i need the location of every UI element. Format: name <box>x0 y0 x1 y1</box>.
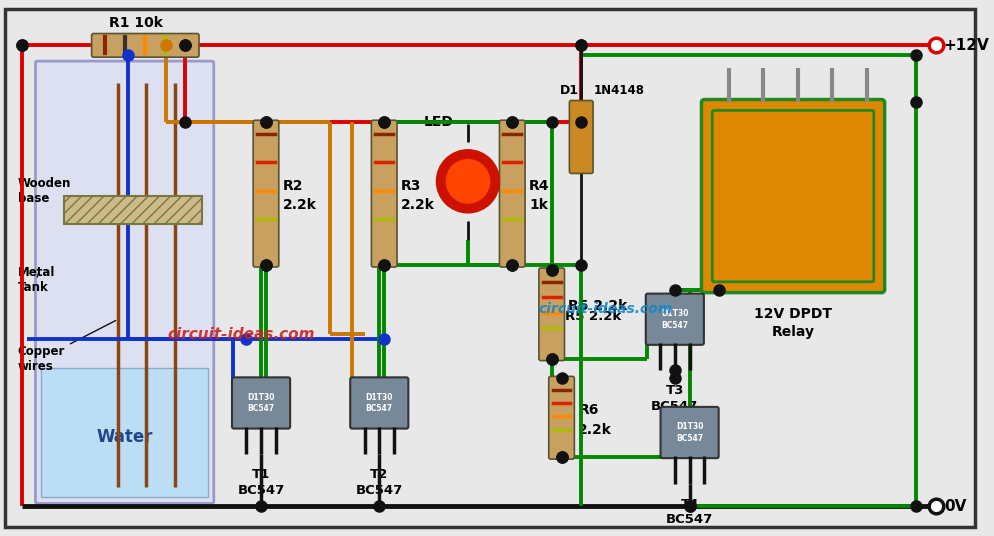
Text: T4: T4 <box>680 497 698 511</box>
Text: R5 2.2k: R5 2.2k <box>568 300 627 314</box>
Text: T3: T3 <box>665 384 683 397</box>
FancyBboxPatch shape <box>701 100 884 293</box>
Text: circuit-ideas.com: circuit-ideas.com <box>167 326 315 341</box>
Text: T1: T1 <box>251 468 270 481</box>
Text: R2: R2 <box>282 178 303 193</box>
FancyBboxPatch shape <box>645 294 703 345</box>
Text: D1T30: D1T30 <box>675 422 703 431</box>
FancyBboxPatch shape <box>91 34 199 57</box>
Text: BC547: BC547 <box>675 434 703 443</box>
FancyBboxPatch shape <box>539 268 564 361</box>
Text: 12V DPDT: 12V DPDT <box>753 308 831 322</box>
Circle shape <box>436 150 499 213</box>
Text: 2.2k: 2.2k <box>401 198 434 212</box>
Text: D1: D1 <box>560 84 579 97</box>
Text: BC547: BC547 <box>661 321 688 330</box>
Bar <box>64 196 202 224</box>
Text: R6: R6 <box>578 403 598 417</box>
Text: Metal
Tank: Metal Tank <box>18 266 55 294</box>
Text: BC547: BC547 <box>248 404 274 413</box>
Text: R4: R4 <box>529 178 549 193</box>
FancyBboxPatch shape <box>36 61 214 503</box>
Circle shape <box>446 160 489 203</box>
Text: 2.2k: 2.2k <box>282 198 316 212</box>
Text: -: - <box>502 206 508 220</box>
Text: Water: Water <box>96 428 153 446</box>
Text: R3: R3 <box>401 178 420 193</box>
Text: BC547: BC547 <box>366 404 393 413</box>
FancyBboxPatch shape <box>232 377 290 429</box>
Text: 2.2k: 2.2k <box>578 422 611 436</box>
Text: +: + <box>502 143 514 157</box>
Text: Relay: Relay <box>770 325 814 339</box>
FancyBboxPatch shape <box>371 120 397 267</box>
Text: BC547: BC547 <box>665 513 713 526</box>
Text: +12V: +12V <box>943 38 988 53</box>
Text: Copper
wires: Copper wires <box>18 321 115 373</box>
Text: D1T30: D1T30 <box>365 392 393 401</box>
Text: 1N4148: 1N4148 <box>593 84 644 97</box>
Text: Wooden
base: Wooden base <box>18 177 130 209</box>
FancyBboxPatch shape <box>252 120 278 267</box>
FancyBboxPatch shape <box>569 101 592 174</box>
Text: R1 10k: R1 10k <box>108 16 162 29</box>
FancyBboxPatch shape <box>350 377 408 429</box>
FancyBboxPatch shape <box>499 120 525 267</box>
Text: 1k: 1k <box>529 198 548 212</box>
Text: D1T30: D1T30 <box>660 309 688 318</box>
Bar <box>42 368 208 496</box>
FancyBboxPatch shape <box>548 376 574 459</box>
Text: circuit-ideas.com: circuit-ideas.com <box>538 302 672 316</box>
Text: BC547: BC547 <box>355 484 403 497</box>
Text: BC547: BC547 <box>238 484 284 497</box>
Text: BC547: BC547 <box>650 400 698 413</box>
Text: 0V: 0V <box>943 499 965 514</box>
Text: LED: LED <box>422 115 452 129</box>
Text: D1T30: D1T30 <box>248 392 274 401</box>
Text: T2: T2 <box>370 468 388 481</box>
FancyBboxPatch shape <box>5 9 974 527</box>
FancyBboxPatch shape <box>660 407 718 458</box>
Text: R5 2.2k: R5 2.2k <box>565 310 621 323</box>
